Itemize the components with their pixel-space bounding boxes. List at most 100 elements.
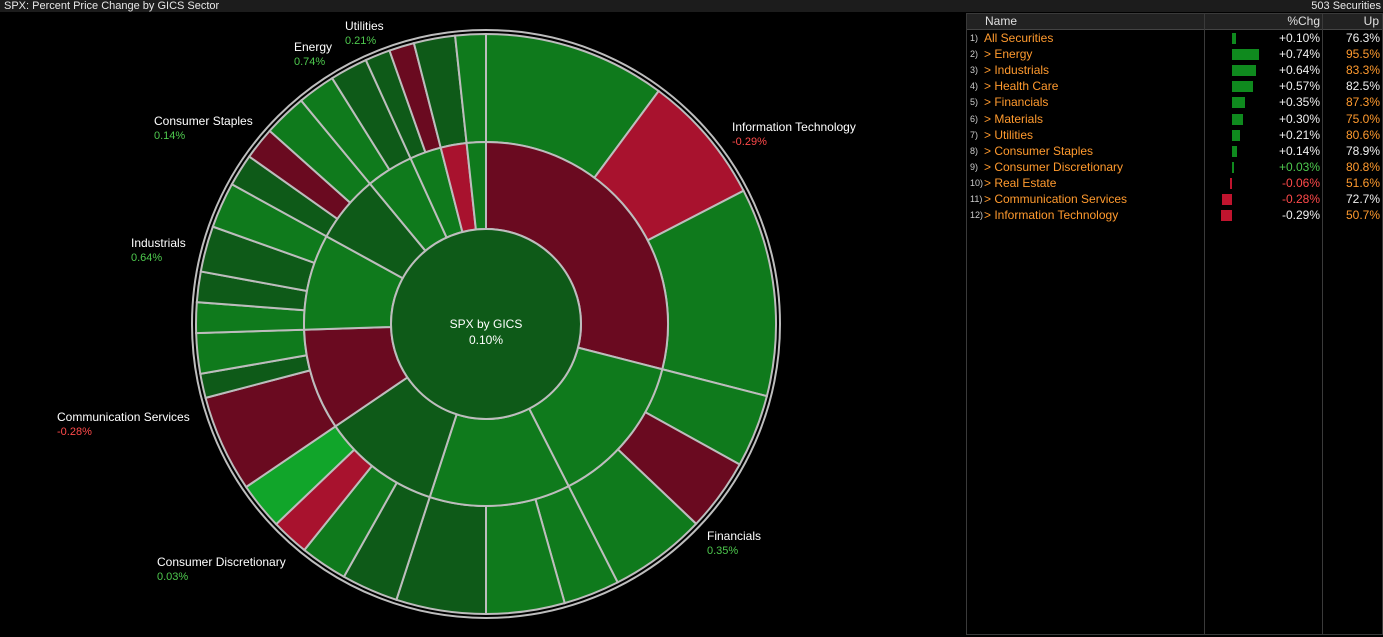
row-name[interactable]: All Securities: [984, 31, 1054, 45]
row-change: +0.10%: [1278, 31, 1320, 45]
securities-count: 503 Securities: [1311, 0, 1381, 12]
table-row[interactable]: 5) > Financials +0.35% 87.3%: [967, 94, 1382, 110]
sector-table: Name %Chg Up 1) All Securities +0.10% 76.3%…: [966, 13, 1383, 635]
row-name[interactable]: > Communication Services: [984, 192, 1128, 206]
sector-value-financials: 0.35%: [707, 545, 738, 557]
row-up-pct: 95.5%: [1345, 47, 1380, 62]
sector-labels: Information Technology -0.29% Financials 0.…: [57, 19, 856, 583]
chart-title: SPX: Percent Price Change by GICS Sector: [4, 0, 220, 12]
table-row[interactable]: 6) > Materials +0.30% 75.0%: [967, 111, 1382, 127]
row-up-pct: 80.8%: [1345, 159, 1380, 174]
change-bar: [1232, 161, 1234, 173]
row-change: -0.06%: [1281, 175, 1320, 190]
change-bar: [1221, 210, 1232, 222]
row-index: 6): [970, 113, 979, 124]
row-change: -0.29%: [1281, 208, 1320, 223]
row-index: 11): [970, 194, 983, 204]
row-up-pct: 51.6%: [1345, 175, 1380, 190]
col-chg-header[interactable]: %Chg: [1287, 14, 1320, 28]
row-index: 1): [970, 33, 979, 43]
row-change: +0.30%: [1278, 111, 1320, 126]
row-up-pct: 76.3%: [1345, 31, 1380, 45]
table-row[interactable]: 12) > Information Technology -0.29% 50.7%: [967, 207, 1382, 223]
row-index: 12): [970, 210, 984, 221]
row-up-pct: 50.7%: [1345, 208, 1380, 223]
sector-label-industrials: Industrials: [131, 236, 186, 250]
row-name[interactable]: > Materials: [984, 111, 1044, 126]
column-divider: [1204, 14, 1205, 634]
col-name-header[interactable]: Name: [985, 14, 1018, 28]
sector-value-communication-services: -0.28%: [57, 426, 92, 438]
middle-ring: [303, 140, 669, 507]
row-name[interactable]: > Health Care: [984, 79, 1059, 94]
table-row[interactable]: 11) > Communication Services -0.28% 72.7%: [967, 191, 1382, 207]
table-row[interactable]: 3) > Industrials +0.64% 83.3%: [967, 62, 1382, 78]
table-row[interactable]: 7) > Utilities +0.21% 80.6%: [967, 127, 1382, 143]
row-up-pct: 82.5%: [1345, 79, 1380, 94]
sector-label-consumer-staples: Consumer Staples: [154, 114, 253, 128]
row-name[interactable]: > Industrials: [984, 63, 1050, 78]
row-change: +0.03%: [1278, 159, 1320, 174]
row-up-pct: 75.0%: [1345, 111, 1380, 126]
center-label: SPX by GICS: [450, 317, 523, 331]
change-bar: [1232, 81, 1254, 93]
row-name[interactable]: > Consumer Staples: [984, 143, 1094, 158]
sector-label-energy: Energy: [294, 40, 332, 54]
row-name[interactable]: > Consumer Discretionary: [984, 159, 1124, 174]
row-index: 3): [970, 65, 979, 76]
change-bar: [1232, 33, 1236, 44]
change-bar: [1232, 65, 1256, 77]
sector-value-utilities: 0.21%: [345, 35, 376, 47]
change-bar: [1232, 113, 1244, 125]
outer-border: [191, 29, 781, 619]
row-name[interactable]: > Information Technology: [984, 208, 1119, 223]
center-value: 0.10%: [469, 333, 503, 347]
row-index: 5): [970, 97, 979, 108]
row-index: 7): [970, 129, 979, 140]
row-change: -0.28%: [1281, 192, 1320, 206]
sector-label-utilities: Utilities: [345, 19, 384, 33]
row-change: +0.21%: [1278, 127, 1320, 142]
column-divider: [1322, 14, 1323, 634]
change-bar: [1229, 177, 1232, 189]
sector-label-financials: Financials: [707, 529, 761, 543]
row-up-pct: 78.9%: [1345, 143, 1380, 158]
row-up-pct: 80.6%: [1345, 127, 1380, 142]
row-index: 4): [970, 81, 979, 92]
row-up-pct: 83.3%: [1345, 63, 1380, 78]
row-name[interactable]: > Utilities: [984, 127, 1034, 142]
sector-value-consumer-discretionary: 0.03%: [157, 571, 188, 583]
row-change: +0.57%: [1278, 79, 1320, 94]
row-index: 9): [970, 161, 979, 172]
row-change: +0.14%: [1278, 143, 1320, 158]
row-index: 8): [970, 145, 979, 156]
title-bar: SPX: Percent Price Change by GICS Sector…: [0, 0, 1383, 12]
sector-value-energy: 0.74%: [294, 56, 325, 68]
row-index: 2): [970, 49, 979, 60]
change-bar: [1232, 97, 1245, 109]
sector-value-industrials: 0.64%: [131, 252, 162, 264]
sector-label-consumer-discretionary: Consumer Discretionary: [157, 555, 286, 569]
row-up-pct: 72.7%: [1345, 192, 1380, 206]
center-disc[interactable]: [390, 228, 582, 420]
change-bar: [1232, 49, 1260, 61]
table-row[interactable]: 1) All Securities +0.10% 76.3%: [967, 30, 1382, 46]
col-up-header[interactable]: Up: [1363, 14, 1379, 28]
table-row[interactable]: 2) > Energy +0.74% 95.5%: [967, 46, 1382, 62]
sector-sunburst-chart[interactable]: SPX by GICS 0.10% Information Technology…: [0, 12, 966, 637]
row-name[interactable]: > Real Estate: [984, 175, 1057, 190]
outer-ring: [195, 32, 777, 616]
row-name[interactable]: > Financials: [984, 95, 1049, 110]
table-row[interactable]: 8) > Consumer Staples +0.14% 78.9%: [967, 143, 1382, 159]
row-up-pct: 87.3%: [1345, 95, 1380, 110]
row-name[interactable]: > Energy: [984, 47, 1033, 62]
change-bar: [1221, 194, 1232, 205]
change-bar: [1232, 145, 1238, 157]
sector-label-information-technology: Information Technology: [732, 120, 856, 134]
table-row[interactable]: 10) > Real Estate -0.06% 51.6%: [967, 175, 1382, 191]
sector-value-consumer-staples: 0.14%: [154, 130, 185, 142]
row-change: +0.74%: [1278, 47, 1320, 62]
table-row[interactable]: 4) > Health Care +0.57% 82.5%: [967, 78, 1382, 94]
table-row[interactable]: 9) > Consumer Discretionary +0.03% 80.8%: [967, 159, 1382, 175]
sector-value-information-technology: -0.29%: [732, 136, 767, 148]
